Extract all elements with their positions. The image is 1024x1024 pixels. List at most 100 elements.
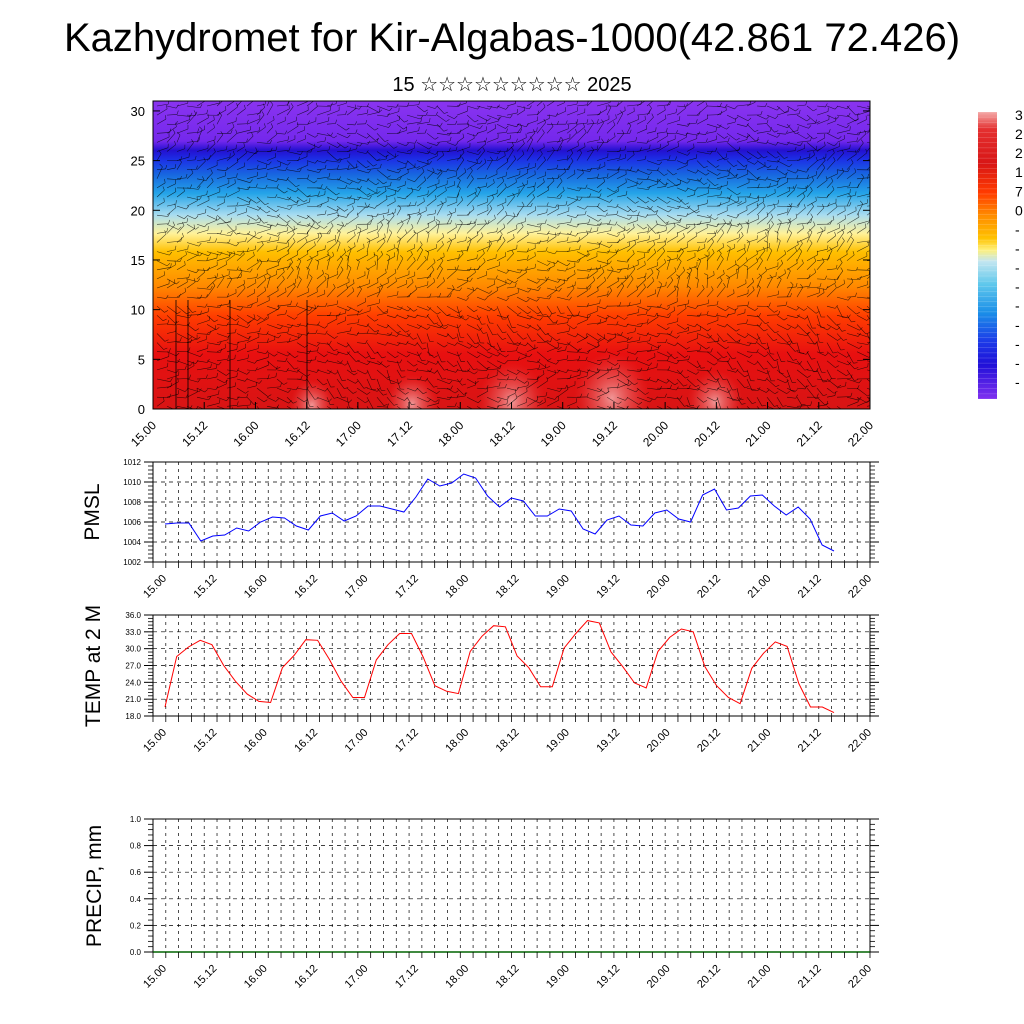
wind-barb-flag [608, 260, 612, 265]
wind-barb-flag [515, 394, 518, 399]
wind-barb [426, 396, 436, 403]
wind-barb [846, 234, 853, 243]
wind-barb [766, 242, 768, 252]
wind-barb-flag [352, 205, 355, 210]
wind-barb-flag [345, 127, 350, 131]
wind-barb-flag [777, 237, 781, 241]
wind-barb [656, 285, 666, 289]
wind-barb [536, 181, 545, 189]
wind-barb-flag [467, 368, 471, 373]
wind-barb [536, 159, 546, 170]
wind-barb [596, 181, 605, 189]
wind-barb [506, 387, 517, 391]
wind-barb-flag [554, 204, 558, 208]
wind-barb-flag [286, 176, 289, 181]
wind-barb-flag [858, 131, 862, 136]
wind-barb [456, 253, 464, 261]
wind-barb [516, 166, 529, 170]
wind-barb [456, 369, 468, 373]
wind-barb [326, 142, 338, 148]
wind-barb-flag [257, 258, 259, 263]
wind-barb [216, 347, 226, 352]
wind-barb-flag [286, 220, 291, 223]
wind-barb-flag [599, 193, 602, 198]
wind-barb-flag [756, 176, 760, 181]
wind-barb-flag [522, 139, 525, 144]
wind-barb [176, 305, 187, 315]
wind-barb [346, 351, 357, 362]
wind-barb [856, 296, 870, 299]
wind-barb-flag [607, 173, 609, 178]
wind-barb-flag [287, 226, 289, 231]
wind-barb [576, 172, 584, 180]
wind-barb-flag [754, 411, 758, 413]
wind-barb [506, 132, 521, 134]
wind-barb-flag [524, 380, 528, 384]
cross-section-x-tick-label: 21.00 [743, 418, 774, 449]
wind-barb [436, 236, 445, 243]
wind-barb [266, 406, 277, 409]
wind-barb [526, 224, 540, 228]
wind-barb [716, 378, 722, 388]
wind-barb [236, 211, 247, 216]
wind-barb [366, 269, 370, 279]
wind-barb [356, 396, 366, 404]
wind-barb-flag [492, 334, 497, 336]
wind-barb [726, 150, 739, 152]
wind-barb [286, 169, 300, 173]
wind-barb [856, 177, 868, 180]
wind-barb-flag [407, 213, 411, 218]
wind-barb [256, 107, 265, 116]
wind-barb [636, 276, 646, 280]
wind-barb [296, 291, 309, 298]
wind-barb-flag [657, 345, 660, 350]
wind-barb-flag [743, 264, 748, 267]
wind-barb-flag [297, 257, 302, 262]
wind-barb [216, 277, 225, 289]
wind-barb [706, 369, 716, 380]
wind-barb [746, 253, 758, 261]
wind-barb-flag [815, 156, 818, 161]
wind-barb-flag [566, 385, 569, 390]
wind-barb [616, 110, 626, 116]
wind-barb [616, 149, 626, 152]
wind-barb-flag [475, 380, 479, 384]
wind-barb [706, 214, 716, 221]
wind-barb [826, 173, 838, 180]
wind-barb [586, 311, 598, 316]
wind-barb-flag [792, 185, 795, 190]
wind-barb-flag [346, 213, 349, 218]
wind-barb-flag [446, 333, 450, 337]
wind-barb [306, 359, 316, 362]
wind-barb [806, 286, 820, 289]
wind-barb-flag [568, 247, 571, 252]
wind-barb-flag [568, 165, 571, 170]
wind-barb [426, 169, 438, 175]
wind-barb-flag [758, 313, 761, 317]
wind-barb [256, 160, 269, 165]
wind-barb-flag [216, 273, 218, 278]
wind-barb [346, 267, 352, 279]
wind-barb-flag [844, 214, 847, 219]
wind-barb [246, 118, 260, 125]
wind-barb [426, 198, 437, 207]
wind-barb-flag [435, 111, 438, 116]
wind-barb-flag [618, 401, 622, 405]
wind-barb [166, 133, 176, 143]
wind-barb-flag [296, 266, 300, 269]
wind-barb-flag [210, 285, 213, 290]
wind-barb [486, 114, 499, 120]
wind-barb [406, 369, 416, 372]
wind-barb [176, 369, 186, 371]
wind-barb-flag [307, 222, 311, 227]
wind-barb-flag [809, 228, 813, 233]
wind-barb-flag [877, 141, 879, 144]
wind-barb-flag [627, 337, 629, 342]
wind-barb-flag [746, 239, 751, 243]
wind-barb-flag [184, 287, 186, 292]
wind-barb-flag [297, 410, 300, 412]
wind-barb [156, 260, 168, 267]
wind-barb-flag [162, 397, 165, 402]
wind-barb-flag [634, 239, 637, 244]
wind-barb [696, 214, 710, 219]
